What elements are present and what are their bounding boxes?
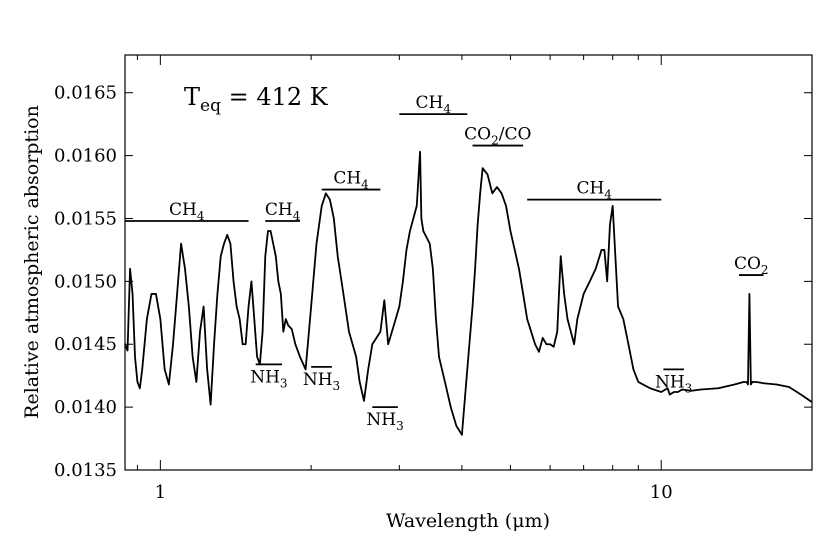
y-axis-label: Relative atmospheric absorption — [21, 105, 43, 419]
band-label: CO2/CO — [464, 125, 531, 148]
x-axis-label: Wavelength (μm) — [386, 510, 550, 532]
y-tick-label: 0.0155 — [54, 208, 117, 229]
y-tick-label: 0.0135 — [54, 460, 117, 481]
x-tick-label: 1 — [155, 482, 166, 503]
band-label: CH4 — [333, 169, 369, 192]
nh3-label: NH3 — [303, 370, 340, 393]
band-label: CH4 — [576, 179, 612, 202]
plot-frame — [124, 54, 813, 471]
y-tick-label: 0.0140 — [54, 397, 117, 418]
plot-area — [124, 54, 813, 471]
x-tick-label: 10 — [650, 482, 673, 503]
y-tick-label: 0.0150 — [54, 271, 117, 292]
y-tick-label: 0.0160 — [54, 146, 117, 167]
y-axis: 0.0135 0.0140 0.0145 0.0150 0.0155 0.0160 0.01… — [54, 83, 812, 481]
temperature-annotation: Teq = 412 K — [184, 83, 329, 116]
y-tick-label: 0.0145 — [54, 334, 117, 355]
nh3-label: NH3 — [250, 367, 287, 390]
band-label: CO2 — [734, 254, 769, 277]
band-label: CH4 — [416, 93, 452, 116]
nh3-label: NH3 — [655, 372, 692, 395]
nh3-label: NH3 — [366, 410, 403, 433]
x-axis: 1 10 — [136, 55, 813, 503]
spectrum-line — [124, 150, 813, 436]
nh3-annotations: NH3 NH3 NH3 NH3 — [250, 363, 692, 433]
band-label: CH4 — [169, 200, 205, 223]
band-annotations: CH4 CH4 CH4 CH4 CO2/CO CH4 CO2 — [125, 93, 769, 277]
band-label: CH4 — [265, 200, 301, 223]
y-tick-label: 0.0165 — [54, 83, 117, 104]
